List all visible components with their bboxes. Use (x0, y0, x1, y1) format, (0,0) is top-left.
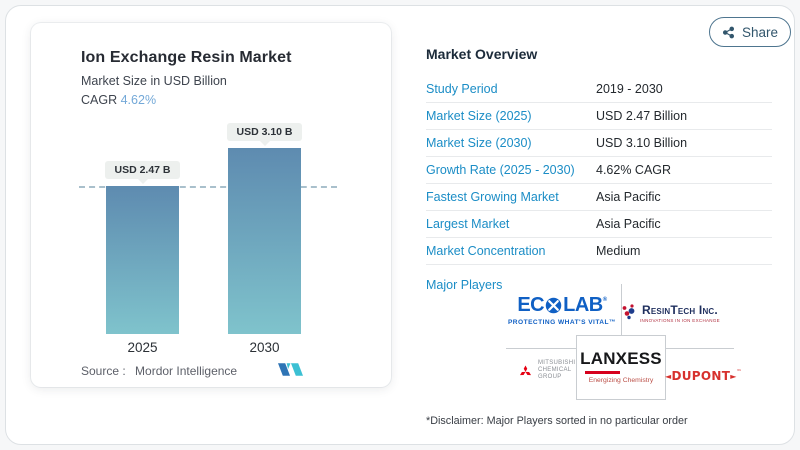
table-row: Market Concentration Medium (426, 238, 772, 265)
row-value: Asia Pacific (596, 190, 661, 204)
mitsubishi-chemical-logo: MITSUBISHI CHEMICAL GROUP (517, 360, 575, 381)
major-players-label: Major Players (426, 278, 503, 292)
table-row: Market Size (2030) USD 3.10 Billion (426, 130, 772, 157)
chart-header: Ion Exchange Resin Market Market Size in… (81, 49, 292, 107)
overview-title: Market Overview (426, 46, 538, 62)
chart-title: Ion Exchange Resin Market (81, 49, 292, 66)
dupont-right-mark: ► (730, 372, 737, 381)
reference-dashed-line (79, 186, 337, 188)
dupont-tm-mark: ™ (736, 369, 742, 375)
resintech-molecule-icon (622, 304, 635, 320)
row-value: USD 3.10 Billion (596, 136, 688, 150)
bar-label-2030: USD 3.10 B (227, 123, 302, 146)
resintech-name: ResinTech Inc. (642, 303, 718, 317)
source-label: Source : (81, 364, 126, 378)
lanxess-logo: LANXESS Energizing Chemistry (576, 335, 666, 400)
mitsubishi-line2: CHEMICAL (538, 367, 572, 373)
report-card: Share Ion Exchange Resin Market Market S… (5, 5, 795, 445)
bar-rect-2030 (228, 148, 301, 334)
lanxess-name: LANXESS (580, 349, 662, 368)
row-label: Largest Market (426, 217, 510, 231)
table-row: Market Size (2025) USD 2.47 Billion (426, 103, 772, 130)
logo-grid-divider-vertical (621, 284, 622, 348)
market-chart-card: Ion Exchange Resin Market Market Size in… (31, 23, 391, 387)
ecolab-reg-mark: ® (602, 296, 607, 303)
ecolab-logo: EC LAB ® PROTECTING WHAT'S VITAL™ (504, 294, 620, 326)
resintech-logo: ResinTech Inc. INNOVATIONS IN ION EXCHAN… (622, 303, 736, 323)
chart-subtitle: Market Size in USD Billion (81, 74, 227, 88)
row-value: USD 2.47 Billion (596, 109, 688, 123)
row-label: Study Period (426, 82, 498, 96)
dupont-left-mark: ◄ (665, 372, 672, 381)
row-label: Market Size (2025) (426, 109, 532, 123)
lanxess-tagline: Energizing Chemistry (588, 377, 654, 384)
overview-table: Study Period 2019 - 2030 Market Size (202… (426, 76, 772, 265)
ecolab-o-icon (545, 297, 562, 314)
row-label: Growth Rate (2025 - 2030) (426, 163, 575, 177)
row-label: Fastest Growing Market (426, 190, 559, 204)
source-attribution: Source : Mordor Intelligence (81, 364, 237, 378)
share-button[interactable]: Share (709, 17, 791, 47)
row-value: 4.62% CAGR (596, 163, 672, 177)
share-icon (722, 26, 735, 38)
mitsubishi-three-diamonds-icon (519, 365, 532, 376)
bar-label-2025: USD 2.47 B (105, 161, 180, 184)
ecolab-text-post: LAB (563, 294, 603, 316)
bar-rect-2025 (106, 186, 179, 334)
lanxess-red-bar (585, 371, 620, 374)
row-value: Medium (596, 244, 641, 258)
table-row: Fastest Growing Market Asia Pacific (426, 184, 772, 211)
table-row: Growth Rate (2025 - 2030) 4.62% CAGR (426, 157, 772, 184)
resintech-tagline: INNOVATIONS IN ION EXCHANGE (640, 318, 720, 323)
ecolab-text-pre: EC (517, 294, 545, 316)
row-label: Market Concentration (426, 244, 546, 258)
source-value: Mordor Intelligence (135, 364, 238, 378)
bar-2030: USD 3.10 B (227, 123, 302, 334)
disclaimer-text: *Disclaimer: Major Players sorted in no … (426, 415, 688, 427)
table-row: Study Period 2019 - 2030 (426, 76, 772, 103)
x-axis-label-2025: 2025 (127, 340, 158, 355)
row-label: Market Size (2030) (426, 136, 532, 150)
dupont-logo: ◄DUPONT►™ (665, 369, 742, 383)
row-value: Asia Pacific (596, 217, 661, 231)
mordor-intelligence-logo-icon (278, 363, 303, 376)
cagr-value: 4.62% (120, 93, 157, 107)
mitsubishi-line3: GROUP (538, 374, 562, 380)
table-row: Largest Market Asia Pacific (426, 211, 772, 238)
row-value: 2019 - 2030 (596, 82, 663, 96)
cagr-label: CAGR (81, 93, 118, 107)
mitsubishi-text: MITSUBISHI CHEMICAL GROUP (538, 360, 575, 381)
ecolab-tagline: PROTECTING WHAT'S VITAL™ (507, 319, 617, 326)
bar-2025: USD 2.47 B (105, 161, 180, 334)
dupont-name: DUPONT (671, 369, 731, 383)
mitsubishi-line1: MITSUBISHI (538, 360, 576, 366)
chart-cagr: CAGR 4.62% (81, 93, 292, 107)
x-axis-label-2030: 2030 (249, 340, 280, 355)
share-label: Share (741, 24, 779, 40)
